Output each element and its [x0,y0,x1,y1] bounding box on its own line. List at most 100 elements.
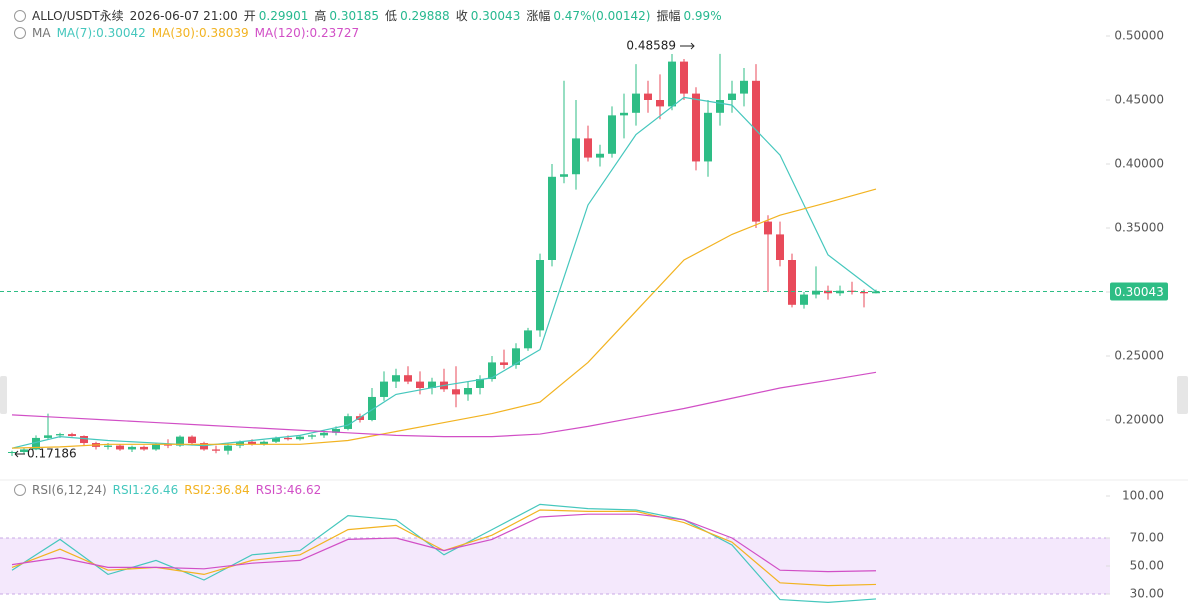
y-tick-label: 70.00 [1130,531,1164,545]
candle-body [164,444,172,446]
candle-body [380,381,388,397]
field-label: 涨幅 [526,9,551,23]
candle-body [80,436,88,444]
candle-body [296,436,304,440]
candle-body [836,290,844,294]
scroll-right[interactable] [1177,376,1188,414]
candle-body [140,446,148,450]
y-tick-label: 0.35000 [1114,221,1164,235]
candle-body [116,445,124,450]
candle-body [8,452,16,453]
candle-body [572,138,580,175]
last-price-label: 0.30043 [1114,285,1164,299]
legend-entry: MA(120):0.23727 [254,26,360,40]
candle-body [728,93,736,100]
candle-body [536,260,544,331]
candle-body [596,153,604,158]
candle-body [320,432,328,436]
candle-body [500,362,508,365]
candle-body [740,80,748,94]
min-label: 0.17186 [27,447,77,461]
candle-body [668,61,676,107]
candle-body [476,379,484,388]
y-tick-label: 30.00 [1130,587,1164,601]
candle-body [548,176,556,260]
candle-body [200,443,208,450]
candle-body [152,444,160,450]
field-label: 振幅 [656,9,681,23]
candle-body [716,100,724,113]
candle-body [32,437,40,450]
field-label: 开 [243,9,256,23]
max-arrow [680,42,695,50]
field-label: 高 [314,9,327,23]
legend-entry: MA(30):0.38039 [151,26,249,40]
candle-body [428,381,436,388]
max-label: 0.48589 [626,39,676,53]
candle-body [464,388,472,395]
candle-body [692,93,700,162]
field-value: 0.29901 [258,8,309,23]
last-price-box [1110,282,1168,301]
ma-label: MA [32,26,51,40]
indicator-line [11,96,877,449]
y-tick-label: 0.20000 [1114,413,1164,427]
indicator-line [11,503,877,604]
time: 2026-06-07 21:00 [129,8,238,23]
candle-body [512,348,520,365]
candle-body [560,174,568,177]
candle-body [188,436,196,444]
indicator-line [11,371,877,438]
candle-body [584,138,592,158]
candle-body [344,416,352,429]
legend-entry: RSI2:36.84 [184,483,250,497]
candle-body [848,290,856,292]
candle-body [392,375,400,382]
candle-body [452,389,460,395]
candle-body [128,446,136,450]
legend-entry: RSI3:46.62 [255,483,322,497]
candle-body [332,428,340,433]
candle-body [752,80,760,222]
symbol: ALLO/USDT永续 [32,9,124,23]
indicator-line [11,188,877,449]
legend-entry: RSI1:26.46 [112,483,179,497]
candle-body [56,434,64,436]
collapse-icon[interactable] [14,9,26,22]
candle-body [68,434,76,436]
candle-body [524,330,532,349]
field-value: 0.30043 [470,8,521,23]
candle-body [644,93,652,100]
candle-body [212,449,220,451]
field-label: 低 [385,9,398,23]
candle-body [860,292,868,294]
candle-body [236,441,244,446]
candle-body [404,375,412,382]
candle-body [284,437,292,440]
indicator-line [11,513,877,573]
field-value: 0.30185 [329,8,380,23]
rsi-band [0,538,1110,594]
ohlc-header: ALLO/USDT永续 2026-06-07 21:00 开 0.29901 高 0.… [14,7,722,24]
candle-body [488,362,496,380]
candle-body [704,112,712,162]
candle-body [788,260,796,305]
y-tick-label: 0.45000 [1114,93,1164,107]
scroll-left[interactable] [0,376,7,414]
candle-body [764,221,772,235]
y-tick-label: 0.40000 [1114,157,1164,171]
candle-body [656,100,664,107]
candle-body [872,291,880,294]
field-label: 收 [455,9,468,23]
collapse-icon[interactable] [14,27,26,39]
collapse-icon[interactable] [14,484,26,496]
candle-body [632,93,640,113]
field-value: 0.47%(0.00142) [553,8,651,23]
candle-body [104,445,112,447]
candle-body [272,437,280,442]
candle-body [176,436,184,446]
candle-body [620,112,628,116]
candle-body [248,441,256,445]
candle-body [824,290,832,294]
